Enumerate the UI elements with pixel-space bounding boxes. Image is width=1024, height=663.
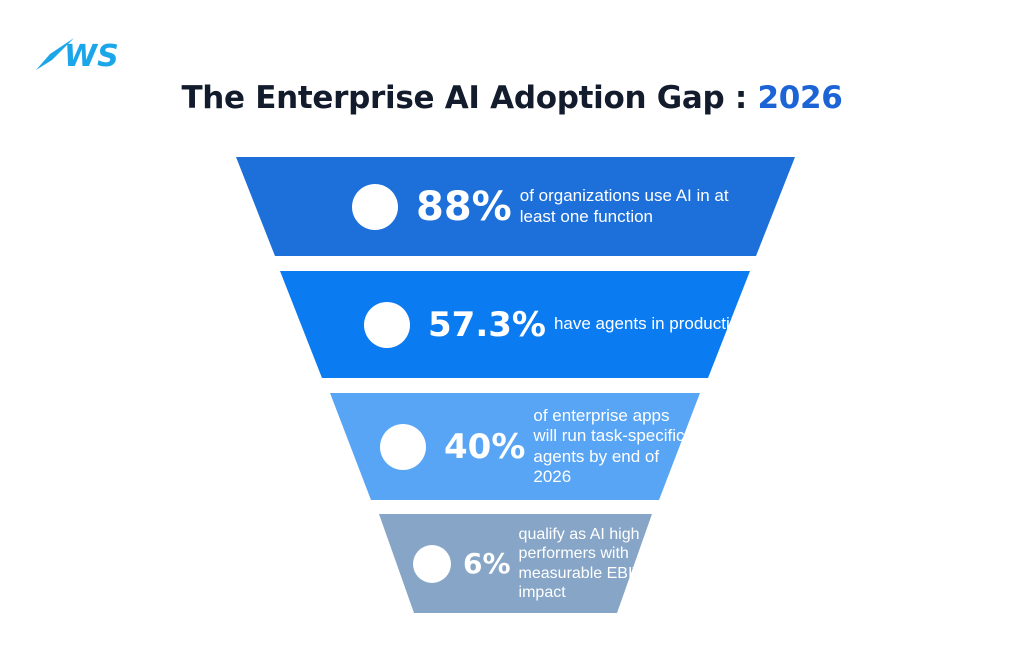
chart-title: The Enterprise AI Adoption Gap : 2026 [0,80,1024,116]
logo-swoosh [36,38,74,70]
logo-text: WS [64,39,119,74]
funnel-stage: 57.3% have agents in production [364,271,754,378]
stage-circle-icon [413,544,451,583]
funnel-segment [280,271,750,378]
title-year: 2026 [757,80,843,116]
stage-description: have agents in production [553,314,749,334]
funnel-stage: 6% qualify as AI high performers with mea… [413,514,659,613]
stage-value: 88% [416,183,512,230]
stage-description: of enterprise apps will run task-specifi… [533,405,685,486]
stage-value: 57.3% [428,304,546,345]
stage-value: 40% [444,426,526,467]
company-logo: WS [36,38,119,74]
stage-description: qualify as AI high performers with measu… [518,526,642,601]
funnel-segment [330,393,700,500]
funnel-segment [236,157,795,256]
title-main: The Enterprise AI Adoption Gap : [181,80,758,116]
stage-circle-icon [380,423,426,470]
funnel-segment [379,514,652,613]
funnel-stage: 88% of organizations use AI in at least o… [352,157,750,256]
funnel-stage: 40% of enterprise apps will run task-spec… [380,393,693,500]
stage-circle-icon [352,183,398,230]
stage-value: 6% [463,547,511,580]
stage-description: of organizations use AI in at least one … [519,186,729,226]
stage-circle-icon [364,301,410,348]
